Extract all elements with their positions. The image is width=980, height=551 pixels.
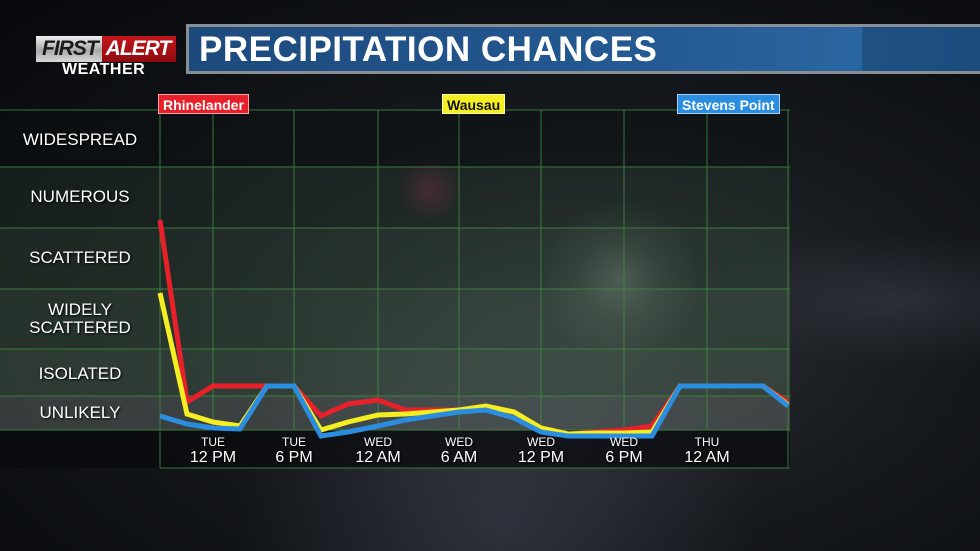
x-tick-time: 12 AM (684, 449, 730, 466)
logo-alert: ALERT (101, 36, 177, 62)
x-tick-day: WED (610, 435, 638, 449)
x-tick-day: THU (694, 435, 720, 449)
logo-weather: WEATHER (62, 61, 146, 78)
band-numerous (0, 167, 790, 228)
x-tick: WED 6 AM (419, 436, 499, 467)
x-tick-day: WED (364, 435, 392, 449)
x-tick-time: 12 PM (189, 449, 237, 466)
x-tick-day: WED (445, 435, 473, 449)
y-label: ISOLATED (38, 364, 122, 383)
title-bar: PRECIPITATION CHANCES (186, 24, 980, 74)
grid-lines (0, 109, 790, 469)
x-tick: TUE 6 PM (254, 436, 334, 467)
series-stevens-point-line (159, 383, 790, 439)
x-tick-day: WED (527, 435, 555, 449)
x-tick-time: 12 PM (517, 449, 565, 466)
x-tick-time: 6 AM (440, 449, 478, 466)
y-label: UNLIKELY (39, 403, 121, 422)
page-title: PRECIPITATION CHANCES (199, 30, 658, 69)
first-alert-weather-logo: FIRST ALERT WEATHER (36, 36, 184, 80)
legend-tag-rhinelander: Rhinelander (158, 94, 249, 114)
y-label: NUMEROUS (30, 187, 130, 206)
y-label: SCATTERED (29, 248, 131, 267)
legend-tag-stevens-point: Stevens Point (677, 94, 780, 114)
y-label: WIDELY (48, 300, 112, 319)
x-tick: WED 12 PM (501, 436, 581, 467)
x-tick-time: 6 PM (605, 449, 643, 466)
x-tick: THU 12 AM (667, 436, 747, 467)
legend-tag-wausau: Wausau (442, 94, 506, 114)
band-scattered (0, 228, 790, 289)
y-label: SCATTERED (29, 318, 131, 337)
logo-first: FIRST (36, 36, 102, 62)
band-isolated (0, 349, 790, 396)
x-tick-time: 6 PM (275, 449, 313, 466)
x-tick: TUE 12 PM (173, 436, 253, 467)
x-tick-day: TUE (201, 435, 225, 449)
band-widely-scattered (0, 289, 790, 349)
x-tick-time: 12 AM (355, 449, 401, 466)
x-tick: WED 12 AM (338, 436, 418, 467)
x-axis-band (0, 430, 790, 468)
x-tick-day: TUE (282, 435, 306, 449)
x-tick: WED 6 PM (584, 436, 664, 467)
band-widespread (0, 110, 790, 167)
y-label: WIDESPREAD (22, 130, 138, 149)
